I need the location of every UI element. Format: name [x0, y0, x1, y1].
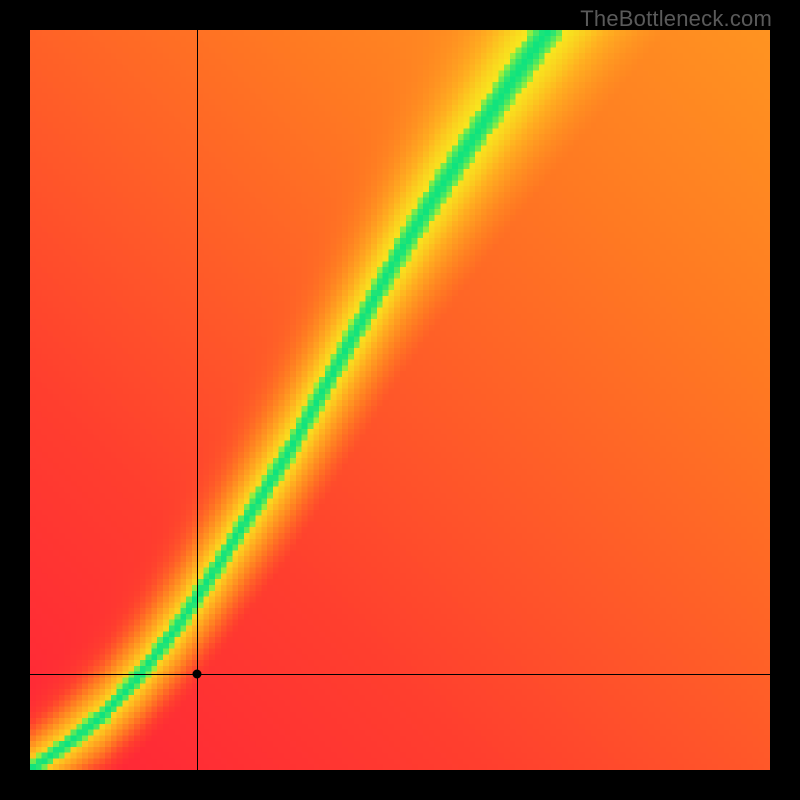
chart-container: TheBottleneck.com — [0, 0, 800, 800]
heatmap-plot-area — [30, 30, 770, 770]
watermark-text: TheBottleneck.com — [580, 6, 772, 32]
bottleneck-heatmap[interactable] — [30, 30, 770, 770]
